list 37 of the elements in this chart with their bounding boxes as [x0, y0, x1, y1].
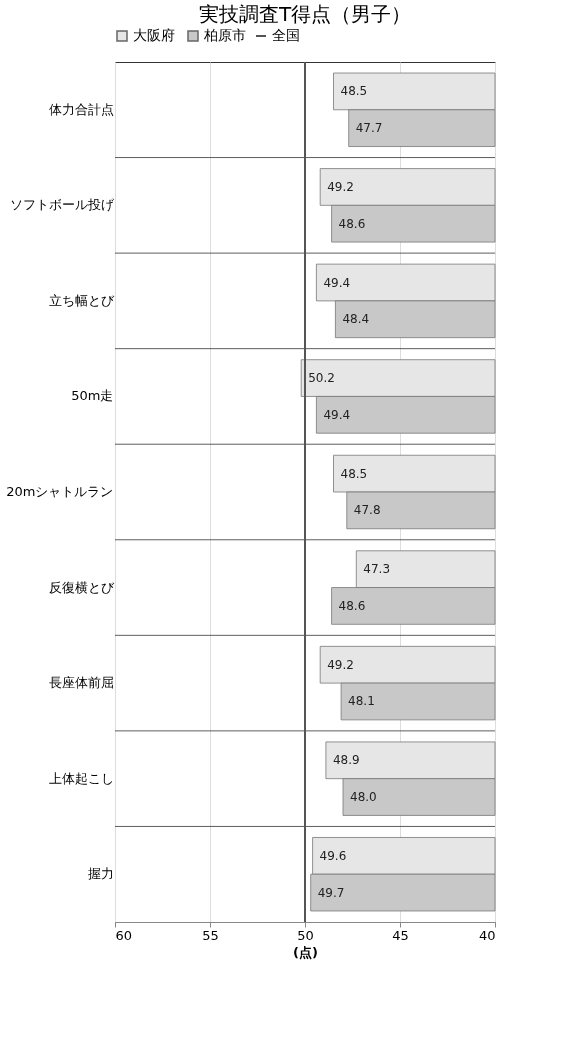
- y-tick-label: 上体起こし: [48, 770, 114, 786]
- data-label: 49.4: [323, 407, 351, 422]
- x-tick-label: 50: [297, 927, 314, 943]
- x-tick-label: 45: [392, 927, 409, 943]
- x-tick-label: 40: [478, 927, 496, 943]
- data-label: 48.1: [348, 694, 375, 709]
- legend-label: 大阪府: [133, 27, 175, 43]
- data-label: 49.6: [319, 848, 347, 863]
- data-label: 49.2: [327, 657, 354, 672]
- data-label: 47.7: [355, 121, 383, 136]
- data-label: 49.4: [323, 275, 351, 290]
- data-label: 48.9: [332, 753, 360, 768]
- data-label: 48.0: [350, 790, 377, 805]
- y-tick-label: 握力: [87, 866, 114, 882]
- data-label: 47.8: [353, 503, 381, 518]
- chart-title: 実技調査T得点（男子）: [198, 2, 412, 26]
- data-label: 49.2: [327, 179, 354, 194]
- y-tick-label: 50m走: [71, 388, 114, 404]
- legend-label: 全国: [272, 27, 300, 43]
- y-tick-label: 反復横とび: [48, 579, 115, 595]
- data-label: 50.2: [308, 371, 335, 386]
- data-label: 47.3: [363, 562, 391, 577]
- legend-label: 柏原市: [203, 27, 246, 43]
- x-tick-label: 60: [115, 927, 133, 943]
- y-tick-label: 体力合計点: [48, 101, 114, 117]
- data-label: 48.4: [342, 312, 370, 327]
- data-label: 49.7: [317, 885, 345, 900]
- y-tick-label: 20mシャトルラン: [6, 484, 114, 499]
- data-label: 48.5: [340, 466, 368, 481]
- y-tick-label: ソフトボール投げ: [9, 197, 115, 213]
- x-tick-label: 55: [202, 927, 219, 943]
- x-axis-title: (点): [293, 944, 318, 960]
- data-label: 48.6: [338, 216, 366, 231]
- y-tick-label: 長座体前屈: [48, 675, 114, 691]
- y-tick-label: 立ち幅とび: [48, 292, 115, 308]
- data-label: 48.5: [340, 84, 368, 99]
- data-label: 48.6: [338, 598, 366, 613]
